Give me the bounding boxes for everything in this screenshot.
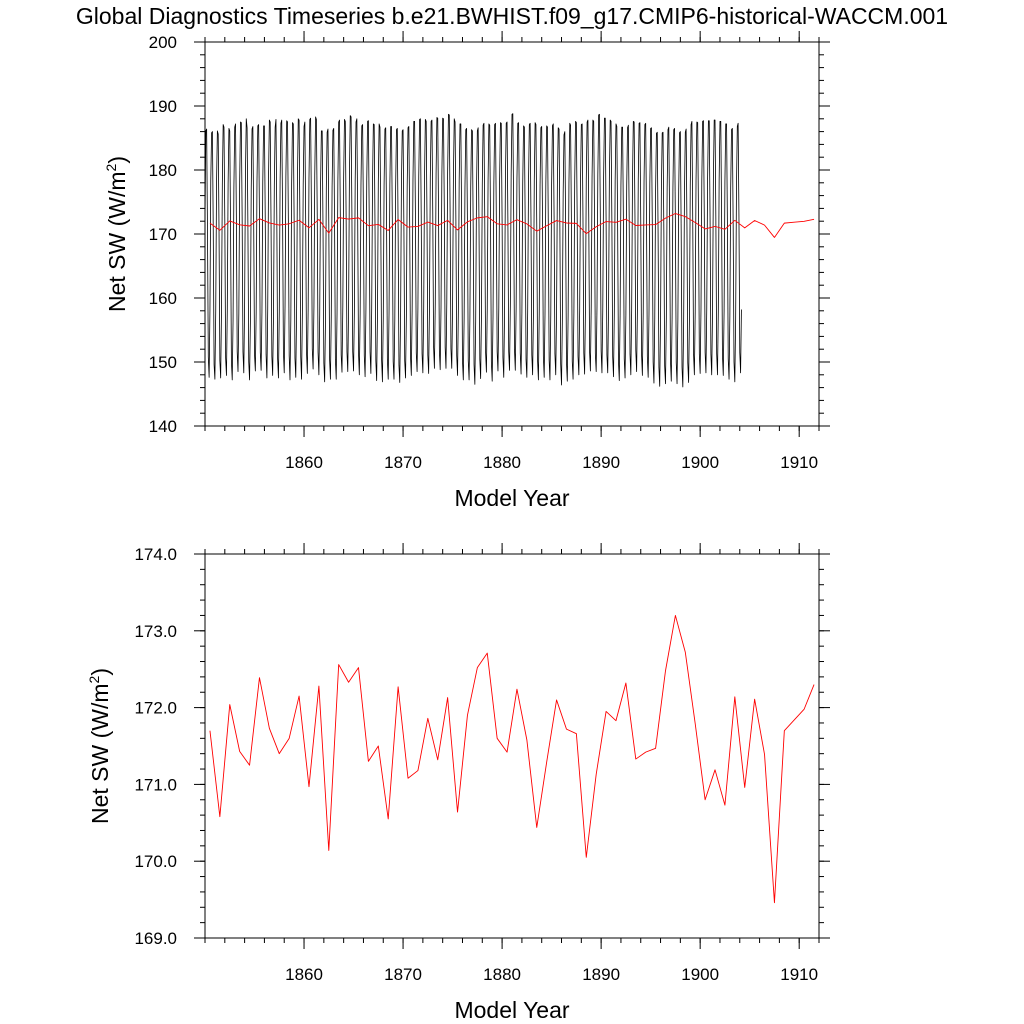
y-tick-label: 200 xyxy=(149,33,177,52)
x-tick-labels: 1860 1870 1880 1890 1900 1910 xyxy=(285,453,818,472)
x-axis-label: Model Year xyxy=(454,485,569,511)
figure-title: Global Diagnostics Timeseries b.e21.BWHI… xyxy=(76,3,948,29)
y-tick-label: 171.0 xyxy=(134,775,177,794)
y-tick-label: 173.0 xyxy=(134,622,177,641)
y-axis-label: Net SW (W/m2) xyxy=(103,156,130,312)
major-ticks xyxy=(194,543,830,949)
y-tick-label: 150 xyxy=(149,353,177,372)
annual-mean-line xyxy=(209,614,815,904)
major-ticks xyxy=(194,31,830,437)
x-tick-label: 1890 xyxy=(582,965,620,984)
y-tick-labels: 169.0 170.0 171.0 172.0 173.0 174.0 xyxy=(134,545,177,948)
y-axis-label: Net SW (W/m2) xyxy=(86,668,113,824)
y-tick-label: 174.0 xyxy=(134,545,177,564)
x-tick-label: 1890 xyxy=(582,453,620,472)
y-tick-label: 169.0 xyxy=(134,929,177,948)
x-tick-label: 1860 xyxy=(285,453,323,472)
x-tick-label: 1870 xyxy=(384,453,422,472)
y-tick-label: 170.0 xyxy=(134,852,177,871)
monthly-line xyxy=(204,113,742,388)
y-tick-label: 140 xyxy=(149,417,177,436)
series-layer xyxy=(204,113,815,388)
plot-frame xyxy=(204,553,820,939)
y-tick-labels: 140 150 160 170 180 190 200 xyxy=(149,33,177,436)
x-tick-label: 1910 xyxy=(780,453,818,472)
y-tick-label: 190 xyxy=(149,97,177,116)
x-tick-label: 1880 xyxy=(483,453,521,472)
monthly-timeseries-panel: 140 150 160 170 180 190 200 1860 1870 1880 1890 19… xyxy=(103,31,830,511)
x-axis-label: Model Year xyxy=(454,997,569,1023)
x-tick-label: 1910 xyxy=(780,965,818,984)
y-tick-label: 172.0 xyxy=(134,699,177,718)
x-tick-label: 1880 xyxy=(483,965,521,984)
annual-mean-line xyxy=(209,213,815,238)
x-tick-label: 1900 xyxy=(681,965,719,984)
y-tick-label: 180 xyxy=(149,161,177,180)
x-tick-label: 1900 xyxy=(681,453,719,472)
x-tick-label: 1870 xyxy=(384,965,422,984)
y-tick-label: 160 xyxy=(149,289,177,308)
y-tick-label: 170 xyxy=(149,225,177,244)
x-tick-label: 1860 xyxy=(285,965,323,984)
series-layer xyxy=(209,614,815,904)
x-tick-labels: 1860 1870 1880 1890 1900 1910 xyxy=(285,965,818,984)
